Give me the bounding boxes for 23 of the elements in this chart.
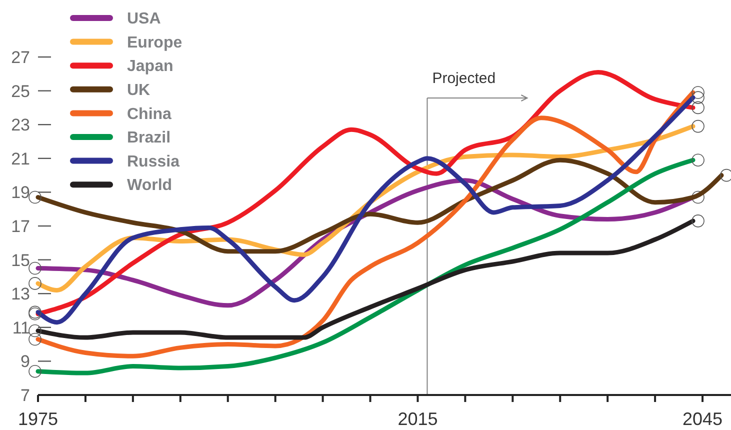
x-tick-label: 2015	[398, 409, 438, 429]
legend-label: USA	[127, 10, 162, 28]
y-tick-label: 13	[11, 284, 30, 304]
y-tick-label: 19	[11, 183, 30, 202]
x-tick-label: 1975	[18, 409, 58, 429]
ref-line-label: Projected	[432, 70, 496, 87]
legend-label: World	[127, 177, 172, 194]
legend-label: Russia	[127, 153, 180, 170]
legend-label: Brazil	[127, 130, 171, 147]
y-tick-label: 17	[11, 216, 30, 236]
y-tick-label: 27	[11, 48, 30, 67]
y-tick-label: 23	[11, 116, 30, 135]
y-tick-label: 9	[20, 352, 30, 372]
legend-label: UK	[127, 82, 151, 99]
y-tick-label: 7	[20, 386, 30, 405]
legend-label: China	[127, 106, 172, 123]
y-tick-label: 15	[11, 250, 30, 270]
x-tick-label: 2045	[682, 409, 723, 429]
legend-label: Japan	[127, 58, 174, 76]
legend-label: Europe	[127, 34, 182, 52]
y-tick-label: 21	[11, 149, 30, 168]
y-tick-label: 25	[11, 82, 30, 101]
y-tick-label: 11	[12, 318, 30, 338]
